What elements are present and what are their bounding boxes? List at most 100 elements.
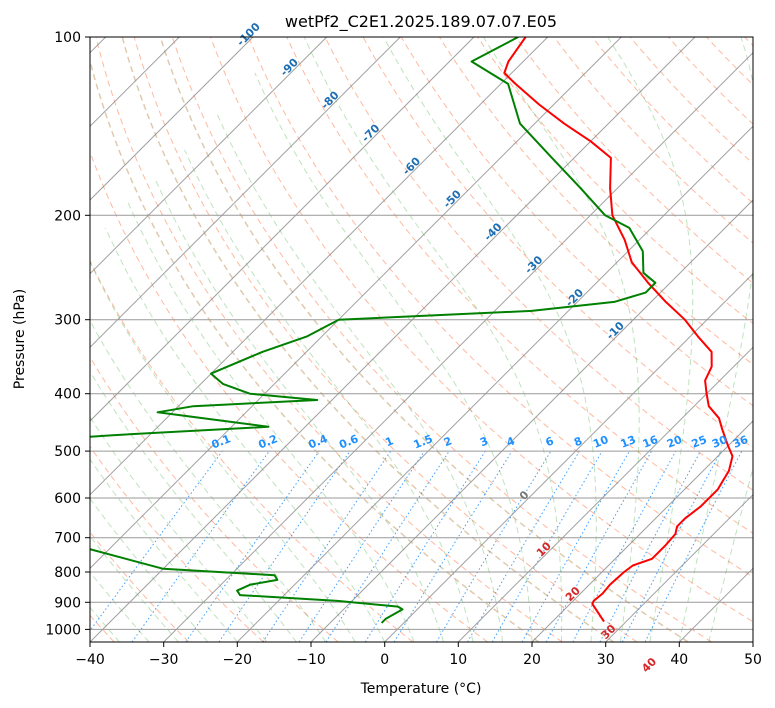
moist-adiabat xyxy=(90,260,356,642)
x-axis-ticks: −40 −30 −20 −10 0 10 20 30 40 50 xyxy=(75,642,762,668)
background-lines xyxy=(90,37,753,642)
mixing-ratio-label: 36 xyxy=(731,433,750,451)
moist-adiabat xyxy=(607,37,694,642)
isotherm xyxy=(384,272,753,642)
moist-adiabat xyxy=(127,201,415,642)
isotherm xyxy=(531,420,753,642)
moist-adiabat xyxy=(254,72,533,642)
mixing-ratio-label: 30 xyxy=(710,433,729,451)
y-tick-label: 600 xyxy=(54,491,81,507)
y-axis-label: Pressure (hPa) xyxy=(12,289,28,389)
moist-adiabat xyxy=(678,37,753,642)
reference-curve xyxy=(121,37,614,642)
pressure-gridlines xyxy=(90,37,753,630)
isotherm xyxy=(457,346,753,642)
y-tick-label: 200 xyxy=(54,208,81,224)
isotherm xyxy=(90,37,549,496)
x-tick-label: 30 xyxy=(597,652,615,668)
mixing-ratio-label: 10 xyxy=(591,433,610,451)
dry-adiabat xyxy=(477,37,753,325)
mixing-ratio-line xyxy=(572,450,677,642)
moist-adiabat xyxy=(90,535,179,642)
mixing-ratio-line xyxy=(185,450,320,642)
mixing-ratio-label: 25 xyxy=(690,433,709,451)
isotherm xyxy=(90,37,622,570)
moist-adiabat xyxy=(216,113,503,642)
y-tick-label: 100 xyxy=(54,30,81,46)
x-tick-label: 10 xyxy=(449,652,467,668)
dry-adiabat xyxy=(90,445,264,642)
dry-adiabat xyxy=(133,37,638,642)
dry-adiabat xyxy=(210,37,753,623)
isotherm xyxy=(90,37,254,201)
mixing-ratio-line xyxy=(644,450,743,642)
dry-adiabat xyxy=(248,37,753,578)
mixing-ratio-line xyxy=(521,450,630,642)
y-tick-label: 900 xyxy=(54,595,81,611)
x-tick-label: −40 xyxy=(75,652,105,668)
mixing-ratio-line xyxy=(393,450,513,642)
chart-title: wetPf2_C2E1.2025.189.07.07.E05 xyxy=(285,12,557,32)
moist-adiabat xyxy=(104,227,386,642)
mixing-ratio-label: 2 xyxy=(442,434,454,449)
y-tick-label: 800 xyxy=(54,565,81,581)
moist-adiabat xyxy=(90,497,209,642)
isotherm xyxy=(90,37,328,275)
y-tick-label: 1000 xyxy=(45,622,81,638)
dewpoint-line xyxy=(90,37,657,624)
dry-adiabat xyxy=(171,37,712,642)
mixing-ratio-line xyxy=(298,450,425,642)
dry-adiabat xyxy=(629,37,753,165)
mixing-ratio-line xyxy=(218,450,351,642)
isotherm xyxy=(310,199,753,642)
x-tick-label: 20 xyxy=(523,652,541,668)
x-tick-label: −10 xyxy=(296,652,326,668)
dry-adiabat xyxy=(515,37,753,284)
mixing-ratio-label: 8 xyxy=(572,434,584,449)
y-tick-label: 400 xyxy=(54,387,81,403)
moist-adiabat xyxy=(90,416,268,642)
y-axis-ticks: 100 200 300 400 500 600 700 800 900 1000 xyxy=(45,30,90,638)
x-tick-label: 40 xyxy=(670,652,688,668)
moist-adiabat xyxy=(90,319,327,642)
temperature-line xyxy=(503,37,734,623)
isotherm xyxy=(163,51,753,642)
mixing-ratio-label: 1 xyxy=(383,434,395,449)
profile-series xyxy=(90,37,734,624)
mixing-ratio-line xyxy=(325,450,450,642)
dry-adiabat xyxy=(324,37,753,491)
y-tick-label: 300 xyxy=(54,313,81,329)
x-tick-label: −20 xyxy=(223,652,253,668)
mixing-ratio-line xyxy=(262,450,392,642)
y-tick-label: 700 xyxy=(54,531,81,547)
moist-adiabat xyxy=(90,370,297,642)
moist-adiabat xyxy=(90,458,238,642)
moist-adiabat xyxy=(303,37,563,642)
plot-frame xyxy=(89,36,754,643)
x-tick-label: 50 xyxy=(744,652,762,668)
reference-curve xyxy=(159,37,689,642)
isotherm xyxy=(90,37,475,422)
isotherm xyxy=(90,37,401,349)
reference-curve xyxy=(90,58,540,642)
mixing-ratio-label: 20 xyxy=(665,433,684,451)
dry-adiabat xyxy=(400,37,753,407)
mixing-ratio-label: 13 xyxy=(619,433,638,451)
y-tick-label: 500 xyxy=(54,444,81,460)
x-axis-label: Temperature (°C) xyxy=(360,681,482,697)
isotherm xyxy=(605,493,753,642)
moist-adiabat xyxy=(708,466,753,642)
x-tick-label: −30 xyxy=(149,652,179,668)
dry-adiabat xyxy=(591,37,753,204)
dry-adiabat xyxy=(95,37,563,642)
mixing-ratio-line xyxy=(545,450,653,642)
mixing-ratio-line xyxy=(90,450,223,632)
mixing-ratio-label: 3 xyxy=(478,434,490,449)
mixing-ratio-label: 16 xyxy=(641,433,660,451)
x-tick-label: 0 xyxy=(380,652,389,668)
mixing-ratio-line xyxy=(131,450,270,642)
isotherm xyxy=(236,125,753,642)
isotherm xyxy=(90,37,696,642)
dry-adiabat xyxy=(90,259,414,642)
